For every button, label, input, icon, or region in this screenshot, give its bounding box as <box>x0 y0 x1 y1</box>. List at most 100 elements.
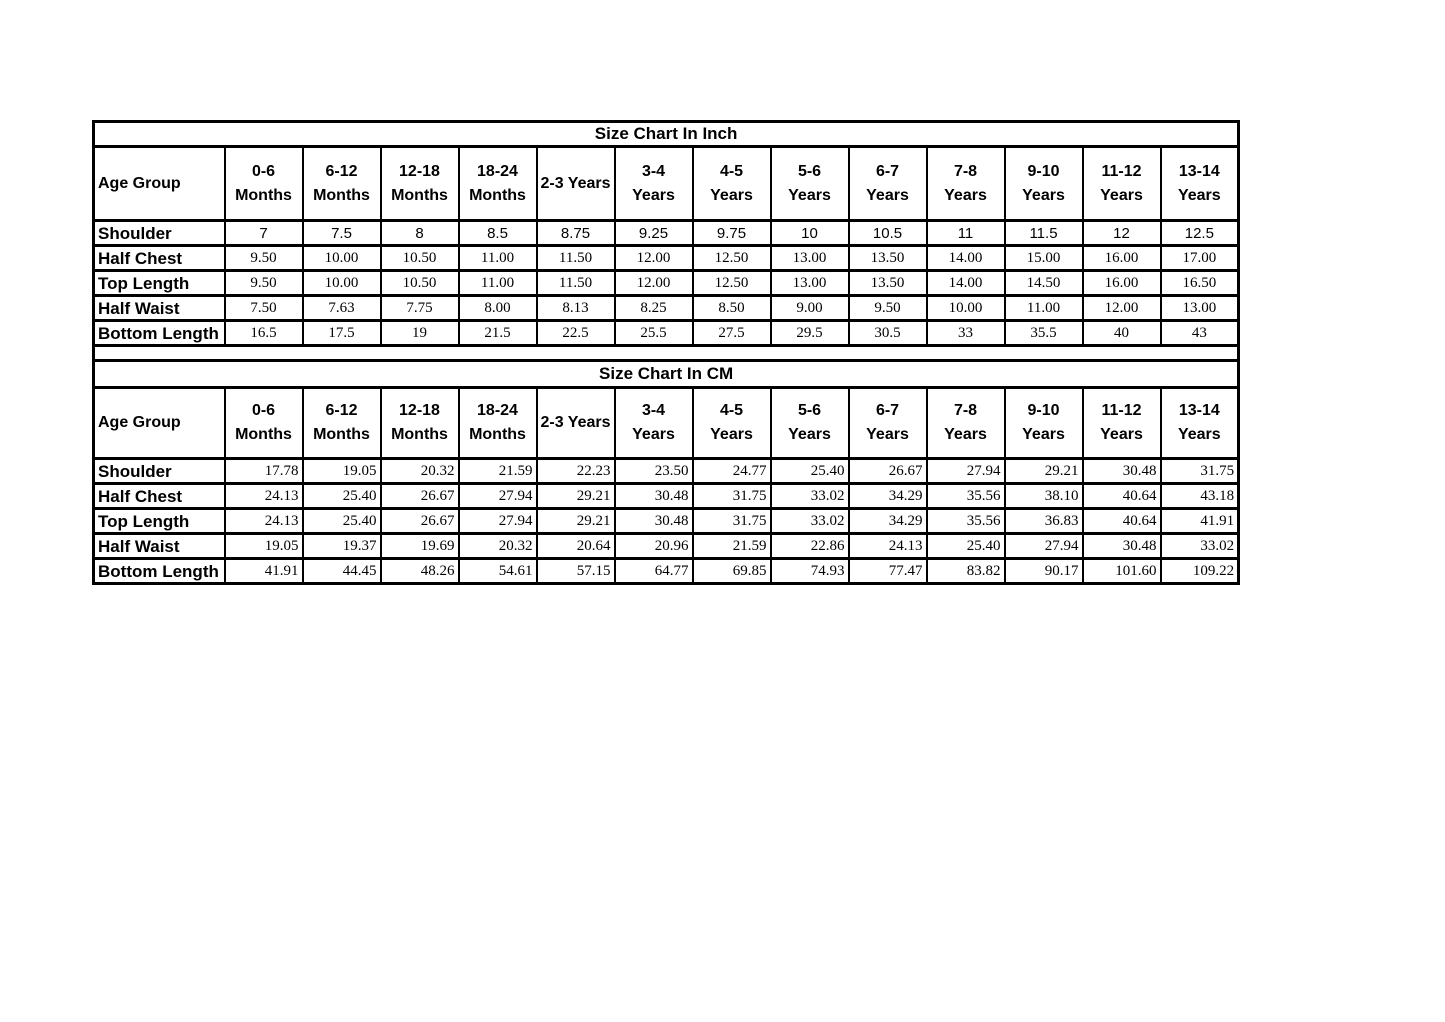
cell-value: 8.5 <box>457 219 538 247</box>
cell-value: 7.63 <box>301 294 382 322</box>
cell-value: 38.10 <box>1003 482 1084 510</box>
column-header: 9-10 Years <box>1003 386 1084 460</box>
cell-value: 64.77 <box>613 557 694 585</box>
table-header-row: Age Group 0-6 Months 6-12 Months 12-18 Mont… <box>92 386 1240 460</box>
cell-value: 30.48 <box>613 507 694 535</box>
cell-value: 7 <box>223 219 304 247</box>
cell-value: 19.05 <box>301 457 382 485</box>
cell-value: 8.25 <box>613 294 694 322</box>
cell-value: 16.50 <box>1159 269 1240 297</box>
cell-value: 9.25 <box>613 219 694 247</box>
column-header: 6-12 Months <box>301 386 382 460</box>
cell-value: 10 <box>769 219 850 247</box>
cell-value: 13.00 <box>1159 294 1240 322</box>
cell-value: 33.02 <box>769 482 850 510</box>
column-header: 6-7 Years <box>847 386 928 460</box>
table-row: Half Chest 9.50 10.00 10.50 11.00 11.50 12.00 1… <box>92 244 1240 272</box>
cell-value: 10.50 <box>379 244 460 272</box>
cell-value: 29.21 <box>1003 457 1084 485</box>
cell-value: 17.5 <box>301 319 382 347</box>
column-header: 4-5 Years <box>691 145 772 222</box>
cell-value: 10.50 <box>379 269 460 297</box>
cell-value: 22.5 <box>535 319 616 347</box>
table-row: Half Waist 19.05 19.37 19.69 20.32 20.64 20.96… <box>92 532 1240 560</box>
table-row: Shoulder 7 7.5 8 8.5 8.75 9.25 9.75 10 10.5 11 11.5… <box>92 219 1240 247</box>
cell-value: 40 <box>1081 319 1162 347</box>
cell-value: 30.48 <box>613 482 694 510</box>
size-chart-table: Size Chart In Inch Age Group 0-6 Months 6-1… <box>91 120 1241 585</box>
column-header: 11-12 Years <box>1081 145 1162 222</box>
cell-value: 48.26 <box>379 557 460 585</box>
cell-value: 24.13 <box>223 507 304 535</box>
cell-value: 77.47 <box>847 557 928 585</box>
column-header: 4-5 Years <box>691 386 772 460</box>
cell-value: 11.00 <box>457 269 538 297</box>
column-header: 2-3 Years <box>535 386 616 460</box>
cell-value: 41.91 <box>223 557 304 585</box>
cell-value: 10.00 <box>301 269 382 297</box>
cell-value: 12.00 <box>613 269 694 297</box>
column-header: 2-3 Years <box>535 145 616 222</box>
cell-value: 22.86 <box>769 532 850 560</box>
cell-value: 14.00 <box>925 269 1006 297</box>
cell-value: 20.96 <box>613 532 694 560</box>
cell-value: 11.00 <box>457 244 538 272</box>
cell-value: 25.40 <box>769 457 850 485</box>
cell-value: 8 <box>379 219 460 247</box>
cell-value: 40.64 <box>1081 482 1162 510</box>
column-header: 13-14 Years <box>1159 386 1240 460</box>
cell-value: 12.50 <box>691 269 772 297</box>
table-title: Size Chart In CM <box>91 359 1241 389</box>
cell-value: 74.93 <box>769 557 850 585</box>
cell-value: 7.5 <box>301 219 382 247</box>
cell-value: 10.5 <box>847 219 928 247</box>
cell-value: 33 <box>925 319 1006 347</box>
cell-value: 31.75 <box>1159 457 1240 485</box>
cell-value: 11.50 <box>535 269 616 297</box>
column-header: 3-4 Years <box>613 145 694 222</box>
cell-value: 29.5 <box>769 319 850 347</box>
row-label: Top Length <box>92 269 226 297</box>
cell-value: 26.67 <box>379 507 460 535</box>
cell-value: 22.23 <box>535 457 616 485</box>
column-header: 18-24 Months <box>457 145 538 222</box>
cell-value: 54.61 <box>457 557 538 585</box>
table-row: Bottom Length 16.5 17.5 19 21.5 22.5 25.5 27.5 2… <box>92 319 1240 347</box>
row-label: Bottom Length <box>92 319 226 347</box>
column-header: 0-6 Months <box>223 145 304 222</box>
column-header: 5-6 Years <box>769 145 850 222</box>
cell-value: 26.67 <box>379 482 460 510</box>
cell-value: 19.37 <box>301 532 382 560</box>
cell-value: 25.40 <box>301 507 382 535</box>
cell-value: 109.22 <box>1159 557 1240 585</box>
column-header: 3-4 Years <box>613 386 694 460</box>
cell-value: 13.00 <box>769 244 850 272</box>
column-header: 13-14 Years <box>1159 145 1240 222</box>
cell-value: 27.94 <box>1003 532 1084 560</box>
age-group-header: Age Group <box>92 145 226 222</box>
spacer-row <box>91 344 1241 362</box>
cell-value: 19 <box>379 319 460 347</box>
cell-value: 69.85 <box>691 557 772 585</box>
cell-value: 40.64 <box>1081 507 1162 535</box>
cell-value: 41.91 <box>1159 507 1240 535</box>
row-label: Bottom Length <box>92 557 226 585</box>
column-header: 6-12 Months <box>301 145 382 222</box>
cell-value: 21.5 <box>457 319 538 347</box>
cell-value: 8.00 <box>457 294 538 322</box>
table-row: Half Chest 24.13 25.40 26.67 27.94 29.21 30.48… <box>92 482 1240 510</box>
cell-value: 12.50 <box>691 244 772 272</box>
column-header: 9-10 Years <box>1003 145 1084 222</box>
size-chart-sheet: Size Chart In Inch Age Group 0-6 Months 6-1… <box>91 120 1241 585</box>
cell-value: 43.18 <box>1159 482 1240 510</box>
cell-value: 25.5 <box>613 319 694 347</box>
table-row: Top Length 24.13 25.40 26.67 27.94 29.21 30.48… <box>92 507 1240 535</box>
cell-value: 12.00 <box>613 244 694 272</box>
table-row: Bottom Length 41.91 44.45 48.26 54.61 57.15 64… <box>92 557 1240 585</box>
cell-value: 35.56 <box>925 482 1006 510</box>
cell-value: 24.77 <box>691 457 772 485</box>
cell-value: 30.48 <box>1081 457 1162 485</box>
column-header: 12-18 Months <box>379 145 460 222</box>
cell-value: 11.00 <box>1003 294 1084 322</box>
cell-value: 17.78 <box>223 457 304 485</box>
